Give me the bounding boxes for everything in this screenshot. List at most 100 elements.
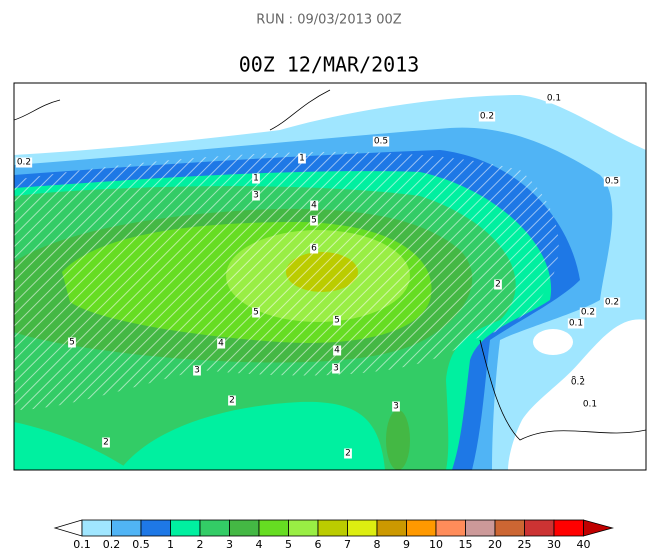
contour-label: 0.2 [605, 298, 619, 308]
colorbar-label: 1 [167, 538, 174, 551]
colorbar-box [435, 519, 466, 537]
contour-label-bg [372, 136, 390, 147]
contour-label-bg [298, 153, 306, 164]
precip-area [386, 410, 410, 470]
contour-label: 2 [229, 396, 235, 406]
colorbar-box [553, 519, 584, 537]
contour-label: 2 [345, 449, 351, 459]
colorbar-box [111, 519, 142, 537]
contour-label: 3 [253, 191, 259, 201]
no-precip-area [14, 83, 646, 155]
contour-label: 5 [334, 316, 340, 326]
colorbar-box [170, 519, 201, 537]
contour-label-bg [567, 318, 585, 329]
colorbar-box [317, 519, 348, 537]
colorbar-label: 5 [285, 538, 292, 551]
contour-label-bg [333, 315, 341, 326]
colorbar-label: 3 [226, 538, 233, 551]
colorbar-label: 0.2 [103, 538, 121, 551]
colorbar-label: 4 [256, 538, 263, 551]
contour-label-bg [603, 297, 621, 308]
contour-label: 2 [103, 438, 109, 448]
colorbar-label: 9 [403, 538, 410, 551]
map-title: 00Z 12/MAR/2013 [239, 53, 420, 77]
contour-label: 1 [253, 174, 259, 184]
colorbar-box [199, 519, 230, 537]
colorbar-box [347, 519, 378, 537]
contour-label: 0.2 [480, 112, 494, 122]
contour-label-bg [68, 337, 76, 348]
colorbar-box [494, 519, 525, 537]
contour-label-bg [310, 243, 319, 254]
contour-label-bg [392, 401, 400, 412]
contour-label: 5 [69, 338, 75, 348]
colorbar-label: 15 [459, 538, 473, 551]
contour-label: 3 [194, 366, 200, 376]
colorbar-under [53, 519, 83, 537]
contour-label-bg [252, 173, 260, 184]
colorbar-label: 30 [547, 538, 561, 551]
contour-label: 0.2 [571, 378, 585, 388]
contour-label-bg [252, 307, 260, 318]
contour-label: 4 [218, 339, 224, 349]
contour-label: 3 [333, 364, 339, 374]
contour-label-bg [193, 365, 201, 376]
contour-label: 6 [311, 244, 317, 254]
contour-label: 0.5 [605, 177, 619, 187]
no-precip-area [533, 329, 573, 355]
contour-label-bg [310, 215, 318, 226]
colorbar-box [288, 519, 319, 537]
contour-label: 5 [311, 216, 317, 226]
contour-label-bg [344, 448, 352, 459]
colorbar-box [465, 519, 496, 537]
colorbar-label: 0.1 [73, 538, 91, 551]
contour-label-bg [579, 307, 597, 318]
contour-label: 1 [299, 154, 305, 164]
colorbar-box [229, 519, 260, 537]
colorbar-label: 10 [429, 538, 443, 551]
colorbar-label: 2 [197, 538, 204, 551]
colorbar-label: 20 [488, 538, 502, 551]
contour-label-bg [545, 93, 563, 104]
contour-label: 0.1 [583, 400, 597, 410]
colorbar-over [583, 519, 615, 537]
colorbar-box [258, 519, 289, 537]
colorbar-label: 7 [344, 538, 351, 551]
colorbar-label: 25 [518, 538, 532, 551]
colorbar-label: 6 [315, 538, 322, 551]
run-label: RUN : 09/03/2013 00Z [256, 13, 402, 28]
contour-label-bg [228, 395, 236, 406]
colorbar-box [140, 519, 171, 537]
hatch-overlay [14, 151, 559, 411]
contour-label-bg [15, 157, 33, 168]
contour-label-bg [581, 399, 599, 410]
colorbar-box [524, 519, 555, 537]
colorbar-label: 0.5 [132, 538, 150, 551]
contour-label-bg [310, 200, 319, 211]
map-area: 0.10.20.510.20.51345655443223220.20.10.2… [14, 83, 646, 470]
contour-label-bg [217, 338, 226, 349]
coastline [14, 89, 646, 441]
contour-label: 4 [311, 201, 317, 211]
precip-area [120, 401, 385, 470]
colorbar-box [376, 519, 407, 537]
contour-label: 3 [393, 402, 399, 412]
contour-label: 2 [495, 280, 501, 290]
colorbar-label: 8 [374, 538, 381, 551]
contour-label: 0.2 [17, 158, 31, 168]
contour-label: 0.1 [569, 319, 583, 329]
contour-label-bg [494, 279, 502, 290]
contour-label-bg [569, 377, 587, 388]
contour-label-bg [102, 437, 110, 448]
contour-label-bg [252, 190, 260, 201]
contour-label: 0.5 [374, 137, 388, 147]
colorbar-label: 40 [577, 538, 591, 551]
colorbar-box [81, 519, 112, 537]
contour-label-bg [478, 111, 496, 122]
colorbar-box [406, 519, 437, 537]
contour-label-bg [333, 345, 342, 356]
map-frame [13, 82, 647, 471]
contour-label: 0.1 [547, 94, 561, 104]
